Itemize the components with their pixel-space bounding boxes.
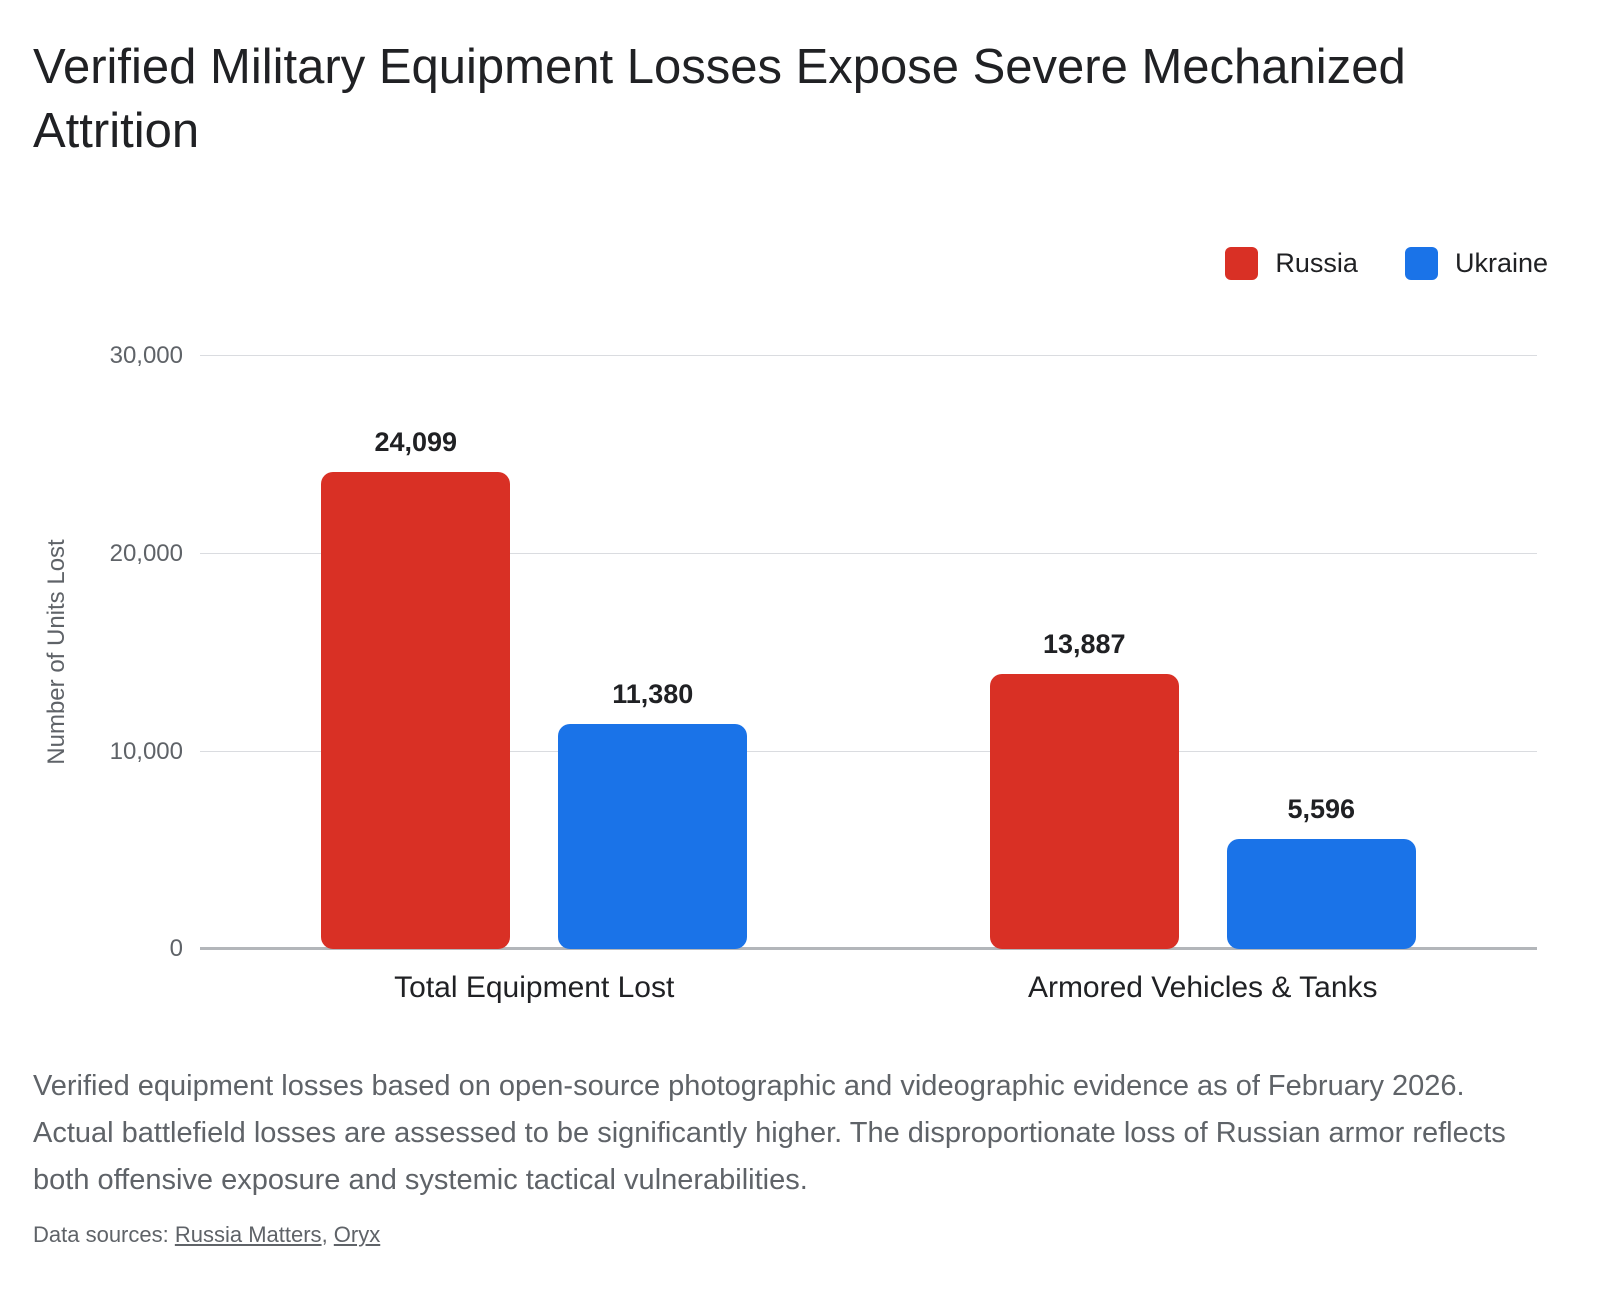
- bar-value-russia-total: 24,099: [374, 427, 458, 458]
- page-title: Verified Military Equipment Losses Expos…: [33, 40, 1406, 158]
- category-axis: Total Equipment Lost Armored Vehicles & …: [200, 971, 1537, 1005]
- bar-value-ukraine-armored: 5,596: [1287, 793, 1356, 824]
- group-armored-vehicles-tanks: 13,887 5,596: [869, 355, 1538, 950]
- bar-chart: Number of Units Lost 30,000 20,000 10,00…: [33, 342, 1548, 1005]
- legend: Russia Ukraine: [33, 247, 1548, 281]
- plot-area: 30,000 20,000 10,000 0 24,099 11,380: [110, 342, 1538, 962]
- y-tick-30000: 30,000: [109, 341, 183, 369]
- category-label-total-equipment-lost: Total Equipment Lost: [394, 971, 675, 1005]
- y-tick-0: 0: [169, 934, 183, 962]
- gridline-20000: 20,000: [110, 540, 1537, 567]
- legend-label-russia: Russia: [1275, 248, 1358, 279]
- x-axis-baseline: 0: [170, 935, 1537, 962]
- y-tick-20000: 20,000: [109, 539, 183, 567]
- legend-item-ukraine: Ukraine: [1404, 247, 1548, 281]
- bar-ukraine-armored: 5,596: [1226, 794, 1416, 950]
- legend-swatch-ukraine-icon: [1404, 247, 1438, 281]
- bar-russia-armored: 13,887: [989, 629, 1179, 950]
- chart-footnote: Verified equipment losses based on open-…: [33, 1070, 1506, 1197]
- bar-groups: 24,099 11,380 13,887 5,596: [200, 355, 1538, 950]
- group-total-equipment-lost: 24,099 11,380: [200, 355, 869, 950]
- category-label-armored-vehicles-tanks: Armored Vehicles & Tanks: [1027, 971, 1378, 1005]
- legend-label-ukraine: Ukraine: [1454, 248, 1548, 279]
- bar-value-russia-armored: 13,887: [1042, 629, 1126, 660]
- bar-ukraine-total: 11,380: [558, 679, 748, 950]
- source-link-russia-matters[interactable]: Russia Matters: [174, 1222, 322, 1248]
- legend-item-russia: Russia: [1225, 247, 1358, 281]
- y-axis-title: Number of Units Lost: [43, 539, 70, 766]
- gridline-30000: 30,000: [110, 342, 1537, 369]
- bar-russia-total: 24,099: [321, 427, 511, 950]
- source-link-oryx[interactable]: Oryx: [333, 1222, 381, 1248]
- bar-value-ukraine-total: 11,380: [612, 679, 694, 710]
- data-sources-separator: ,: [321, 1222, 334, 1248]
- data-sources-prefix: Data sources:: [33, 1222, 175, 1248]
- data-sources-line: Data sources: Russia Matters, Oryx: [33, 1222, 1548, 1248]
- legend-swatch-russia-icon: [1225, 247, 1259, 281]
- y-tick-10000: 10,000: [109, 737, 183, 765]
- gridline-10000: 10,000: [110, 738, 1537, 765]
